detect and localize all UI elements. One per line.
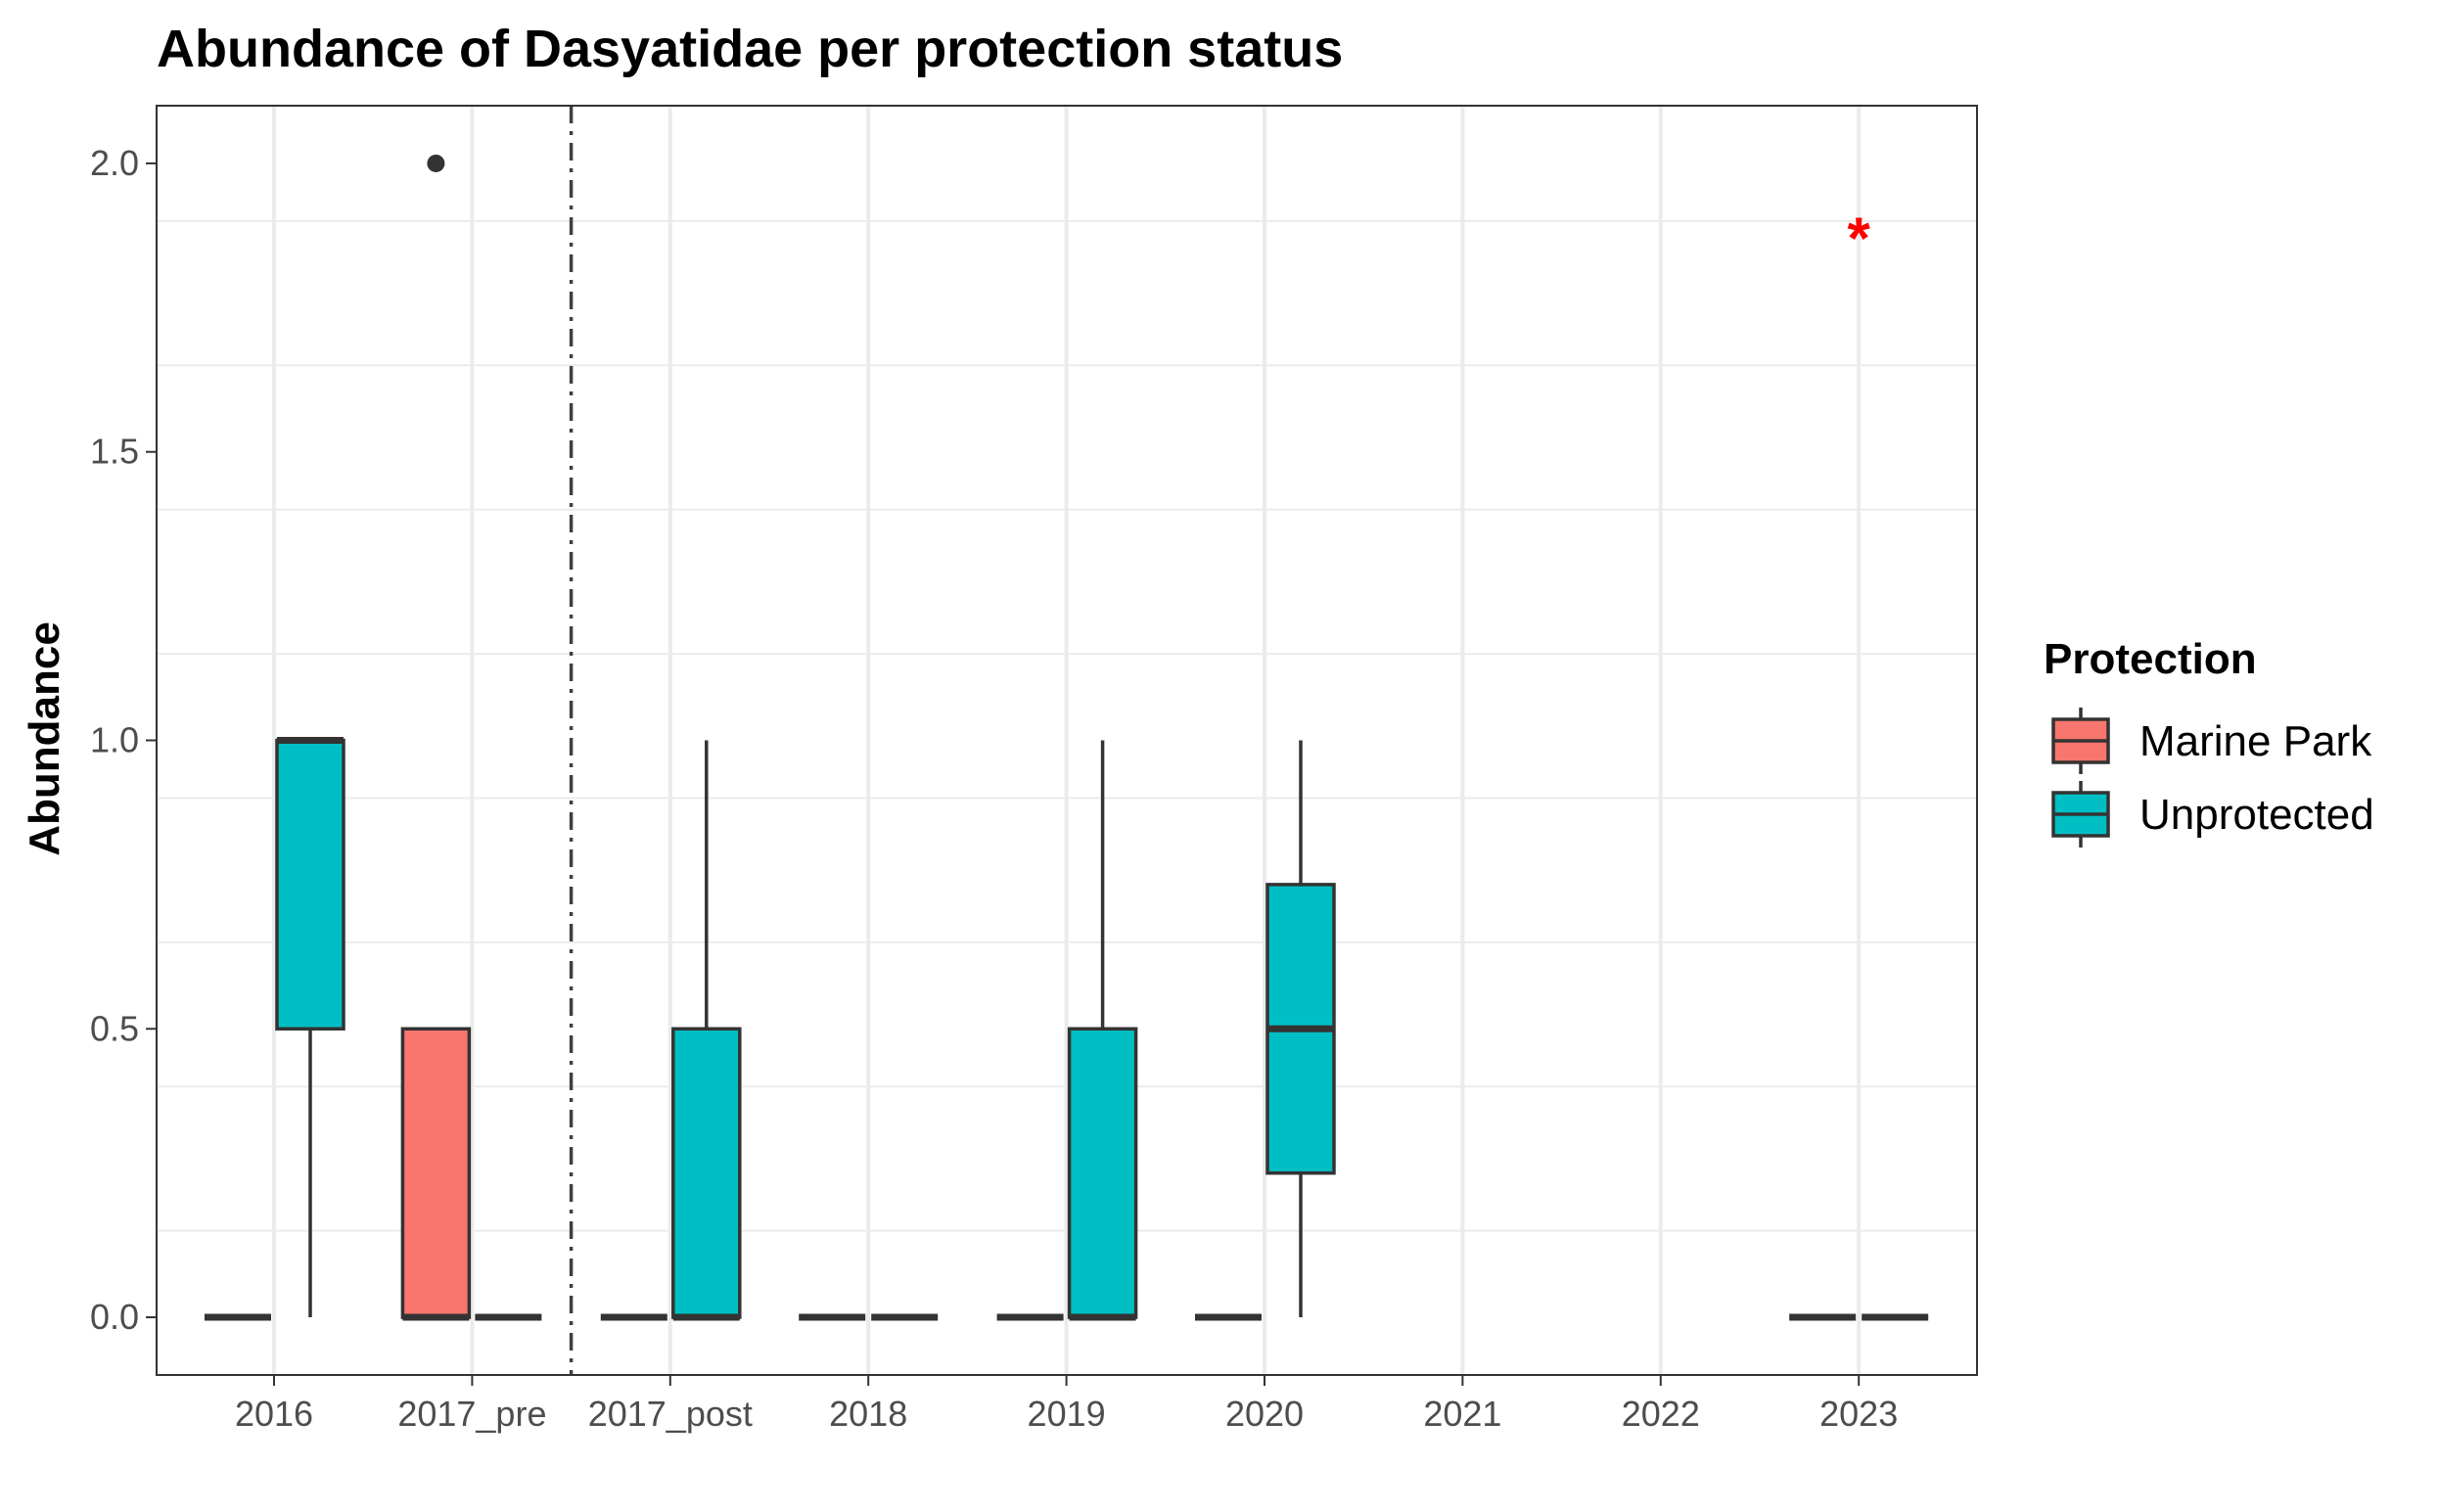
plot-marks: * [205,154,1929,1321]
plot-panel [157,106,1977,1375]
legend-entry-marine-park: Marine Park [2051,708,2372,774]
legend-label: Marine Park [2139,717,2372,765]
axes: 0.0 0.5 1.0 1.5 2.0 2016 2017_pre 2017_post 2018… [90,105,1978,1434]
outlier-point [427,154,445,172]
x-tick-label: 2019 [1028,1394,1106,1434]
x-tick-label: 2018 [829,1394,907,1434]
y-tick-label: 1.0 [90,720,139,760]
y-axis-title: Abundance [21,621,69,856]
x-tick-label: 2022 [1622,1394,1700,1434]
box-marine-park-2017_pre [400,154,472,1321]
box-body [671,1027,742,1319]
y-tick-label: 0.0 [90,1297,139,1337]
y-tick-label: 1.5 [90,432,139,472]
x-tick-label: 2017_post [588,1394,753,1434]
chart-title: Abundance of Dasyatidae per protection s… [157,20,1343,78]
legend-title: Protection [2044,635,2257,683]
x-tick-label: 2016 [235,1394,313,1434]
box-unprotected-2016 [275,737,345,1318]
x-tick-label: 2021 [1423,1394,1501,1434]
box-unprotected-2019 [1067,740,1138,1321]
annotation-asterisk: * [1848,206,1871,271]
x-tick-label: 2020 [1225,1394,1304,1434]
legend: Protection Marine Park Unprotected [2044,635,2374,848]
x-tick-label: 2023 [1819,1394,1898,1434]
box-body [1067,1027,1138,1319]
y-tick-label: 2.0 [90,143,139,183]
box-unprotected-2020 [1265,740,1336,1318]
box-body [275,738,345,1031]
y-tick-label: 0.5 [90,1008,139,1048]
legend-entry-unprotected: Unprotected [2051,781,2374,848]
box-body [400,1027,472,1319]
box-unprotected-2017_post [671,740,742,1321]
legend-label: Unprotected [2139,791,2374,839]
x-tick-label: 2017_pre [397,1394,546,1434]
